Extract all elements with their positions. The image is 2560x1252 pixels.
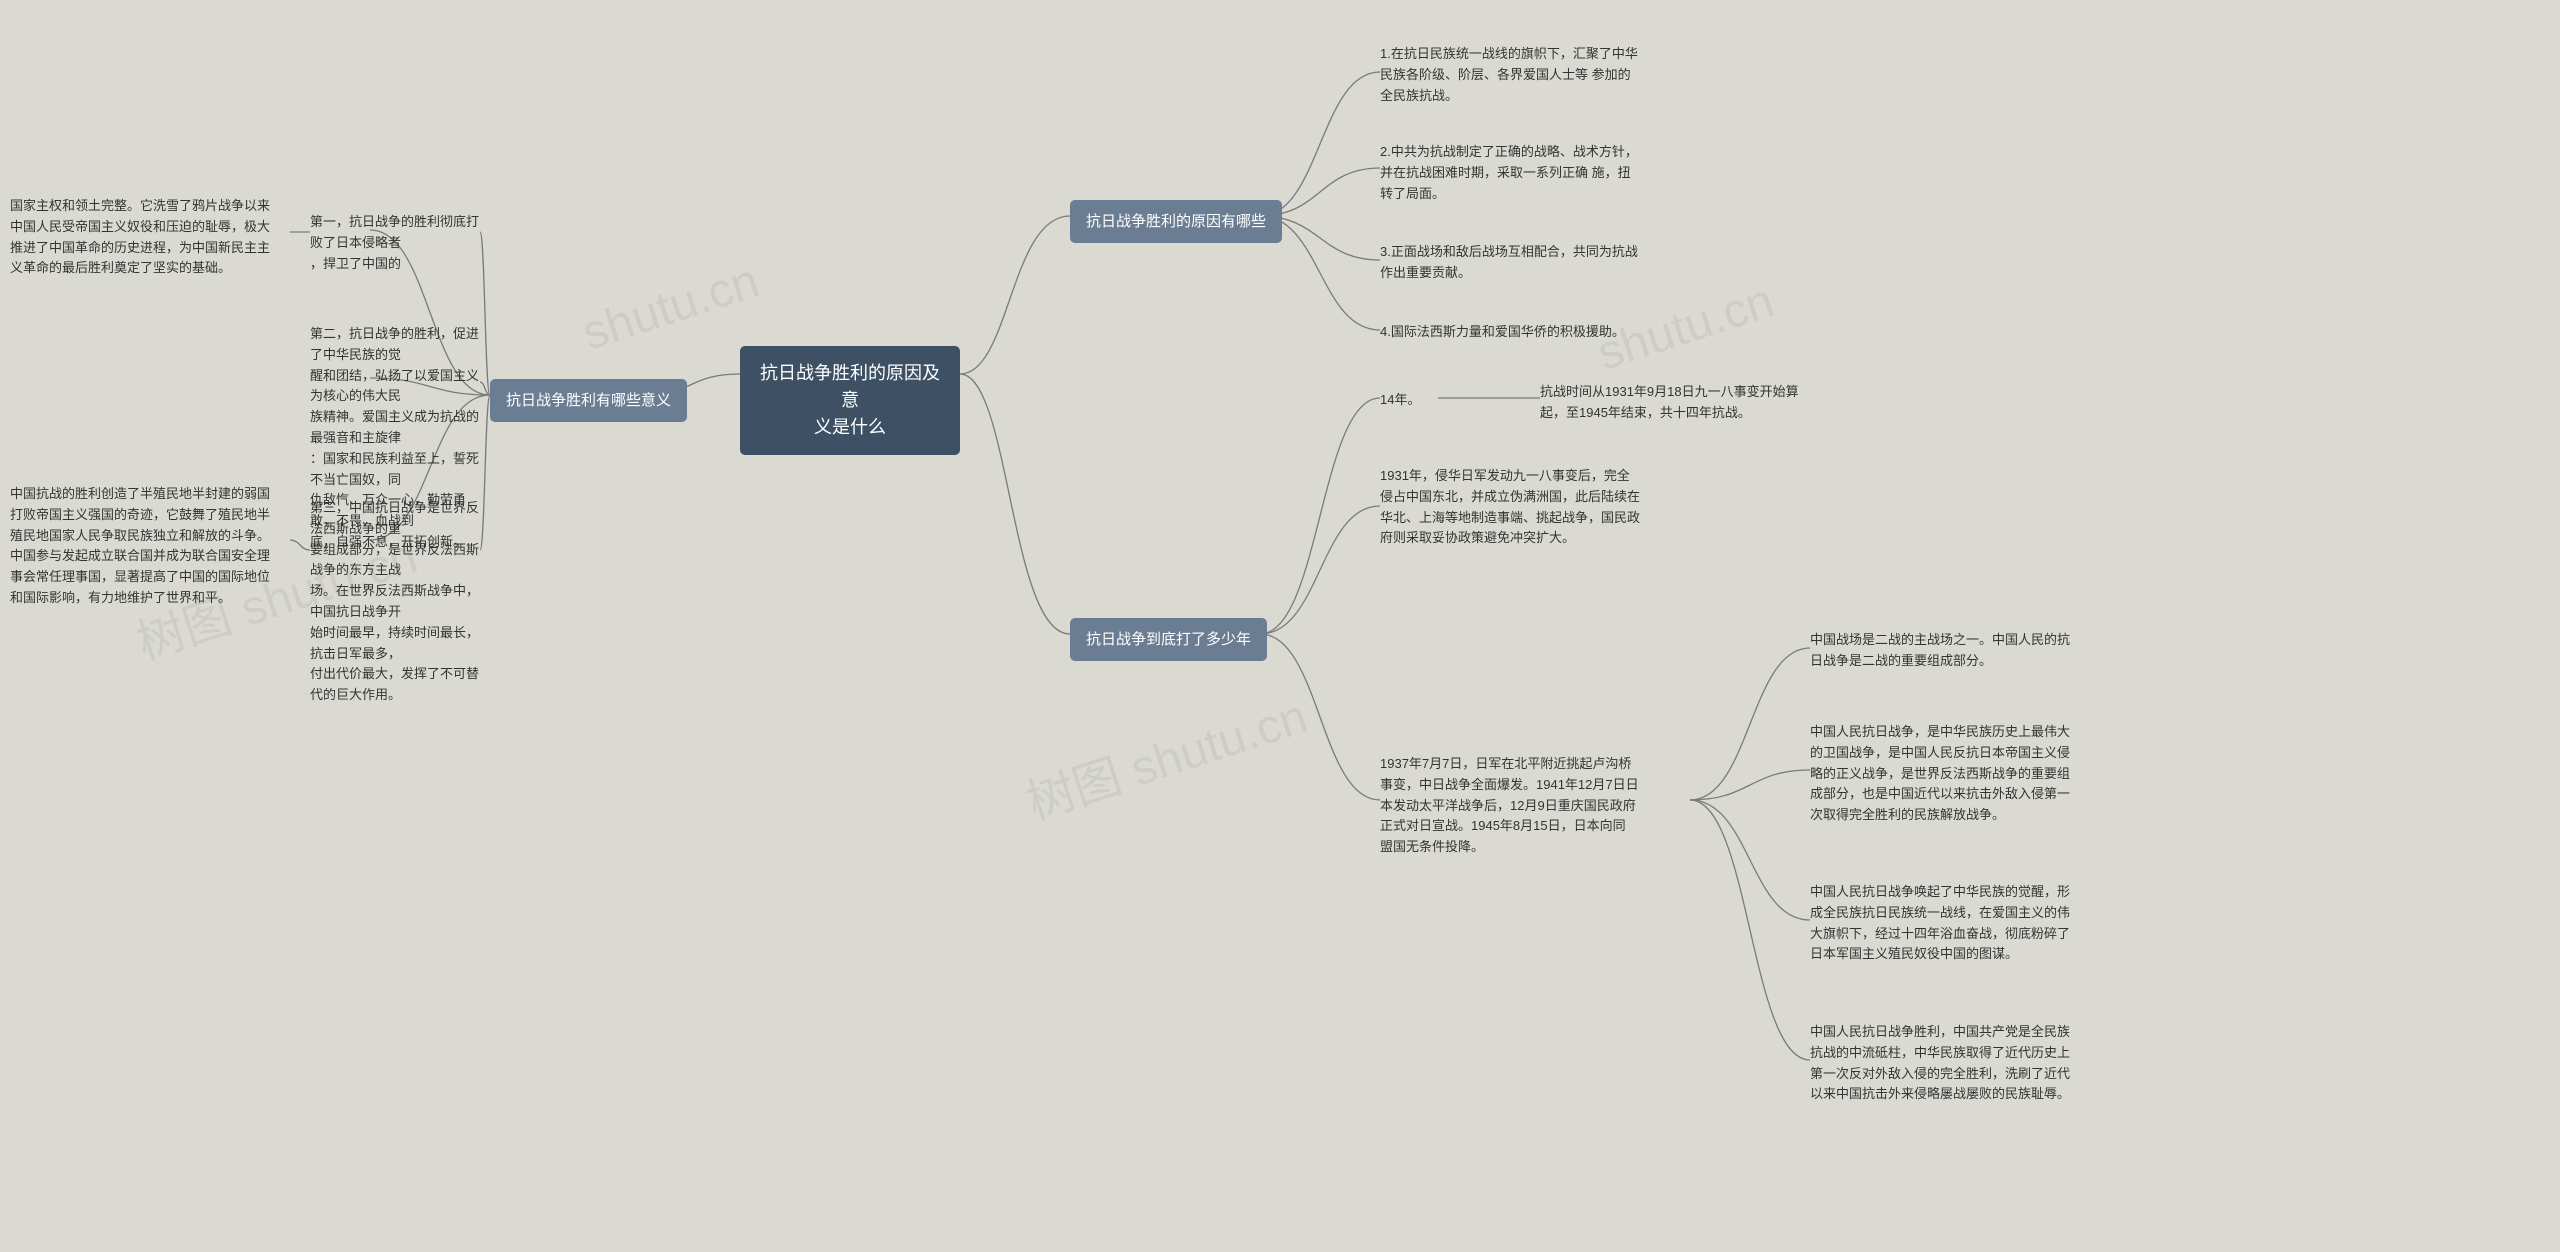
branch-label: 抗日战争胜利有哪些意义	[506, 392, 671, 409]
leaf-years-1937-sub4: 中国人民抗日战争胜利，中国共产党是全民族抗战的中流砥柱，中华民族取得了近代历史上…	[1810, 1018, 2120, 1109]
leaf-significance-1: 第一，抗日战争的胜利彻底打败了日本侵略者，捍卫了中国的	[310, 208, 480, 278]
leaf-significance-3: 第三，中国抗日战争是世界反法西斯战争的重要组成部分，是世界反法西斯战争的东方主战…	[310, 494, 480, 710]
leaf-significance-1-detail: 国家主权和领土完整。它洗雪了鸦片战争以来中国人民受帝国主义奴役和压迫的耻辱，极大…	[10, 192, 290, 283]
leaf-years-14: 14年。	[1380, 386, 1438, 415]
leaf-years-14-detail: 抗战时间从1931年9月18日九一八事变开始算起，至1945年结束，共十四年抗战…	[1540, 378, 1850, 428]
leaf-years-1937-sub3: 中国人民抗日战争唤起了中华民族的觉醒，形成全民族抗日民族统一战线，在爱国主义的伟…	[1810, 878, 2120, 969]
leaf-label: 抗战时间从1931年9月18日九一八事变开始算起，至1945年结束，共十四年抗战…	[1540, 384, 1799, 420]
leaf-reason-4: 4.国际法西斯力量和爱国华侨的积极援助。	[1380, 318, 1690, 347]
leaf-label: 第三，中国抗日战争是世界反法西斯战争的重要组成部分，是世界反法西斯战争的东方主战…	[310, 500, 479, 702]
leaf-years-1937-sub2: 中国人民抗日战争，是中华民族历史上最伟大的卫国战争，是中国人民反抗日本帝国主义侵…	[1810, 718, 2120, 830]
leaf-label: 国家主权和领土完整。它洗雪了鸦片战争以来中国人民受帝国主义奴役和压迫的耻辱，极大…	[10, 198, 270, 275]
leaf-label: 中国人民抗日战争唤起了中华民族的觉醒，形成全民族抗日民族统一战线，在爱国主义的伟…	[1810, 884, 2070, 961]
watermark: 树图 shutu.cn	[1016, 677, 1314, 833]
leaf-label: 第一，抗日战争的胜利彻底打败了日本侵略者，捍卫了中国的	[310, 214, 479, 271]
leaf-label: 中国人民抗日战争，是中华民族历史上最伟大的卫国战争，是中国人民反抗日本帝国主义侵…	[1810, 724, 2070, 822]
leaf-label: 3.正面战场和敌后战场互相配合，共同为抗战作出重要贡献。	[1380, 244, 1638, 280]
leaf-label: 14年。	[1380, 392, 1420, 407]
leaf-label: 4.国际法西斯力量和爱国华侨的积极援助。	[1380, 324, 1625, 339]
leaf-reason-1: 1.在抗日民族统一战线的旗帜下，汇聚了中华民族各阶级、阶层、各界爱国人士等 参加…	[1380, 40, 1690, 110]
mindmap-root: 抗日战争胜利的原因及意义是什么	[740, 346, 960, 455]
branch-reasons: 抗日战争胜利的原因有哪些	[1070, 200, 1282, 243]
leaf-label: 1931年，侵华日军发动九一八事变后，完全侵占中国东北，并成立伪满洲国，此后陆续…	[1380, 468, 1640, 545]
leaf-significance-3-detail: 中国抗战的胜利创造了半殖民地半封建的弱国打败帝国主义强国的奇迹，它鼓舞了殖民地半…	[10, 480, 290, 613]
branch-significance: 抗日战争胜利有哪些意义	[490, 379, 687, 422]
leaf-label: 1.在抗日民族统一战线的旗帜下，汇聚了中华民族各阶级、阶层、各界爱国人士等 参加…	[1380, 46, 1638, 103]
leaf-label: 1937年7月7日，日军在北平附近挑起卢沟桥事变，中日战争全面爆发。1941年1…	[1380, 756, 1639, 854]
leaf-label: 中国人民抗日战争胜利，中国共产党是全民族抗战的中流砥柱，中华民族取得了近代历史上…	[1810, 1024, 2070, 1101]
root-label: 抗日战争胜利的原因及意义是什么	[760, 363, 940, 437]
leaf-reason-2: 2.中共为抗战制定了正确的战略、战术方针，并在抗战困难时期，采取一系列正确 施，…	[1380, 138, 1690, 208]
leaf-label: 2.中共为抗战制定了正确的战略、战术方针，并在抗战困难时期，采取一系列正确 施，…	[1380, 144, 1638, 201]
leaf-label: 中国战场是二战的主战场之一。中国人民的抗日战争是二战的重要组成部分。	[1810, 632, 2070, 668]
leaf-label: 中国抗战的胜利创造了半殖民地半封建的弱国打败帝国主义强国的奇迹，它鼓舞了殖民地半…	[10, 486, 270, 605]
leaf-years-1931: 1931年，侵华日军发动九一八事变后，完全侵占中国东北，并成立伪满洲国，此后陆续…	[1380, 462, 1690, 553]
leaf-years-1937: 1937年7月7日，日军在北平附近挑起卢沟桥事变，中日战争全面爆发。1941年1…	[1380, 750, 1690, 862]
leaf-years-1937-sub1: 中国战场是二战的主战场之一。中国人民的抗日战争是二战的重要组成部分。	[1810, 626, 2120, 676]
branch-label: 抗日战争到底打了多少年	[1086, 631, 1251, 648]
leaf-reason-3: 3.正面战场和敌后战场互相配合，共同为抗战作出重要贡献。	[1380, 238, 1690, 288]
branch-years: 抗日战争到底打了多少年	[1070, 618, 1267, 661]
branch-label: 抗日战争胜利的原因有哪些	[1086, 213, 1266, 230]
watermark: shutu.cn	[576, 253, 766, 361]
